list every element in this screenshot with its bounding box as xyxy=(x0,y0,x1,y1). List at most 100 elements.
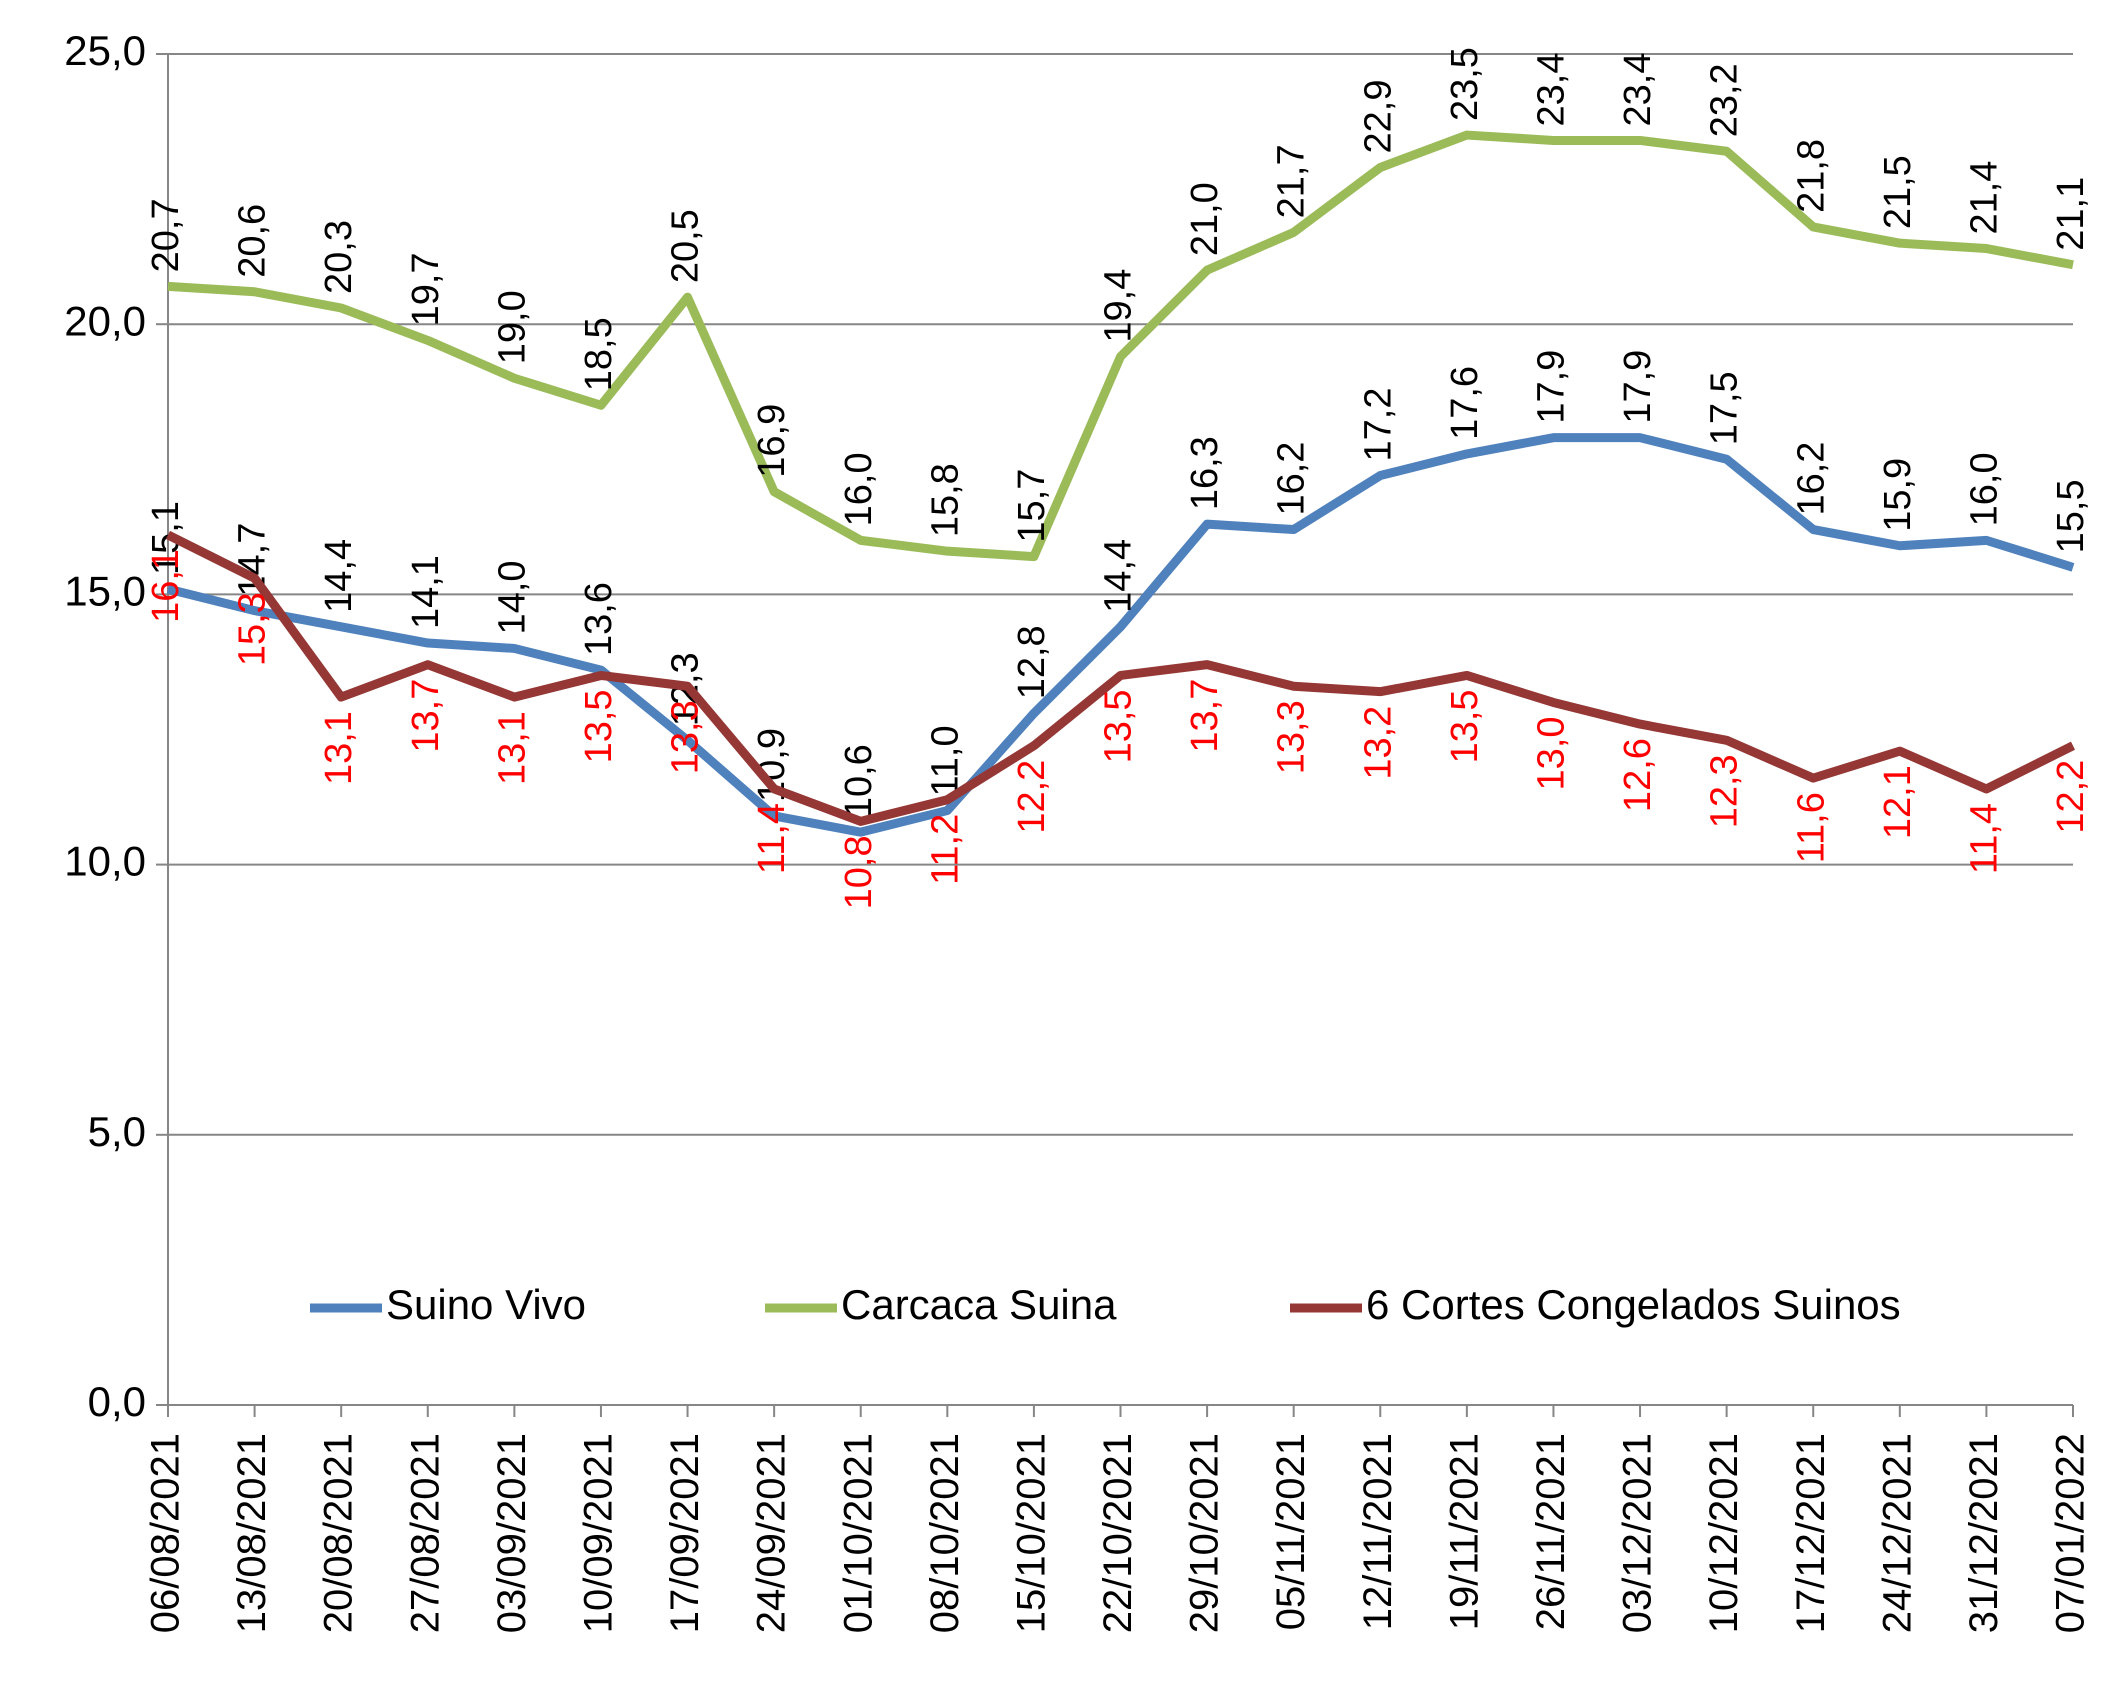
x-tick-label: 17/12/2021 xyxy=(1789,1433,1833,1633)
x-tick-label: 24/12/2021 xyxy=(1875,1433,1919,1633)
data-label: 16,2 xyxy=(1271,442,1313,516)
data-label: 14,4 xyxy=(318,539,360,613)
data-label: 20,7 xyxy=(145,198,187,272)
x-tick-label: 27/08/2021 xyxy=(403,1433,447,1633)
data-label: 14,4 xyxy=(1098,539,1140,613)
x-tick-label: 22/10/2021 xyxy=(1096,1433,1140,1633)
data-label: 13,5 xyxy=(1444,689,1486,763)
x-tick-label: 10/09/2021 xyxy=(577,1433,621,1633)
data-label: 12,2 xyxy=(2050,760,2092,834)
data-label: 11,6 xyxy=(1790,792,1832,863)
series-line xyxy=(165,530,2076,826)
data-label: 23,4 xyxy=(1530,52,1572,126)
data-label: 17,9 xyxy=(1530,350,1572,424)
data-label: 23,5 xyxy=(1444,47,1486,121)
data-label: 13,5 xyxy=(1098,689,1140,763)
y-tick-label: 5,0 xyxy=(88,1108,146,1155)
data-label: 13,3 xyxy=(665,700,707,774)
data-label: 19,4 xyxy=(1098,269,1140,343)
data-label: 21,1 xyxy=(2050,177,2092,251)
data-label: 19,7 xyxy=(405,252,447,326)
data-label: 12,6 xyxy=(1617,738,1659,812)
x-tick-label: 19/11/2021 xyxy=(1442,1433,1486,1630)
data-label: 13,1 xyxy=(491,711,533,785)
data-label: 15,5 xyxy=(2050,479,2092,553)
x-tick-label: 03/09/2021 xyxy=(490,1433,534,1633)
data-label: 13,5 xyxy=(578,689,620,763)
data-label: 20,6 xyxy=(232,204,274,278)
x-tick-label: 24/09/2021 xyxy=(750,1433,794,1633)
x-tick-label: 13/08/2021 xyxy=(230,1433,274,1633)
x-tick-label: 07/01/2022 xyxy=(2049,1433,2093,1633)
data-label: 20,3 xyxy=(318,220,360,294)
x-tick-label: 03/12/2021 xyxy=(1616,1433,1660,1633)
legend-label: Carcaca Suina xyxy=(841,1281,1117,1328)
data-label: 21,7 xyxy=(1271,144,1313,218)
x-tick-label: 05/11/2021 xyxy=(1269,1433,1313,1630)
x-tick-label: 10/12/2021 xyxy=(1702,1433,1746,1633)
y-tick-label: 15,0 xyxy=(64,567,146,614)
data-label: 14,0 xyxy=(491,560,533,634)
data-label: 13,2 xyxy=(1357,706,1399,780)
data-label: 15,8 xyxy=(924,463,966,537)
data-label: 23,2 xyxy=(1704,63,1746,137)
y-tick-label: 10,0 xyxy=(64,838,146,885)
data-label: 14,1 xyxy=(405,555,447,629)
data-label: 17,6 xyxy=(1444,366,1486,440)
data-label: 21,5 xyxy=(1877,155,1919,229)
data-label: 23,4 xyxy=(1617,52,1659,126)
data-label: 16,1 xyxy=(145,549,187,623)
data-label: 11,0 xyxy=(924,725,966,796)
data-label: 14,7 xyxy=(232,523,274,597)
data-label: 19,0 xyxy=(491,290,533,364)
data-label: 21,8 xyxy=(1790,139,1832,213)
data-label: 13,3 xyxy=(1271,700,1313,774)
data-label: 12,2 xyxy=(1011,760,1053,834)
y-tick-label: 0,0 xyxy=(88,1378,146,1425)
data-label: 12,8 xyxy=(1011,625,1053,699)
data-label: 13,1 xyxy=(318,711,360,785)
series-line xyxy=(167,130,2074,562)
data-label: 21,0 xyxy=(1184,182,1226,256)
data-label: 13,7 xyxy=(405,679,447,753)
data-label: 16,3 xyxy=(1184,436,1226,510)
x-tick-label: 17/09/2021 xyxy=(663,1433,707,1633)
data-label: 17,5 xyxy=(1704,371,1746,445)
data-label: 13,6 xyxy=(578,582,620,656)
data-label: 15,9 xyxy=(1877,458,1919,532)
data-label: 15,3 xyxy=(232,592,274,666)
data-label: 13,7 xyxy=(1184,679,1226,753)
data-label: 22,9 xyxy=(1357,80,1399,154)
data-label: 10,8 xyxy=(838,835,880,909)
data-label: 11,2 xyxy=(924,814,966,885)
x-tick-label: 29/10/2021 xyxy=(1183,1433,1227,1633)
data-label: 16,0 xyxy=(838,452,880,526)
data-label: 16,2 xyxy=(1790,442,1832,516)
data-label: 13,0 xyxy=(1530,716,1572,790)
y-tick-label: 20,0 xyxy=(64,297,146,344)
x-tick-label: 20/08/2021 xyxy=(317,1433,361,1633)
data-label: 17,9 xyxy=(1617,350,1659,424)
data-label: 11,4 xyxy=(1963,803,2005,874)
x-tick-label: 26/11/2021 xyxy=(1529,1433,1573,1630)
legend-label: Suino Vivo xyxy=(386,1281,586,1328)
x-tick-label: 12/11/2021 xyxy=(1356,1433,1400,1630)
data-label: 16,0 xyxy=(1963,452,2005,526)
x-tick-label: 01/10/2021 xyxy=(836,1433,880,1633)
data-label: 21,4 xyxy=(1963,161,2005,235)
data-label: 17,2 xyxy=(1357,388,1399,462)
data-label: 16,9 xyxy=(751,404,793,478)
data-label: 20,5 xyxy=(665,209,707,283)
legend-label: 6 Cortes Congelados Suinos xyxy=(1366,1281,1901,1328)
x-tick-label: 15/10/2021 xyxy=(1009,1433,1053,1633)
x-tick-label: 08/10/2021 xyxy=(923,1433,967,1633)
data-label: 12,1 xyxy=(1877,765,1919,839)
data-label: 11,4 xyxy=(751,803,793,874)
x-tick-label: 31/12/2021 xyxy=(1962,1433,2006,1633)
x-tick-label: 06/08/2021 xyxy=(144,1433,188,1633)
y-tick-label: 25,0 xyxy=(64,27,146,74)
series-line xyxy=(166,433,2075,837)
data-label: 18,5 xyxy=(578,317,620,391)
